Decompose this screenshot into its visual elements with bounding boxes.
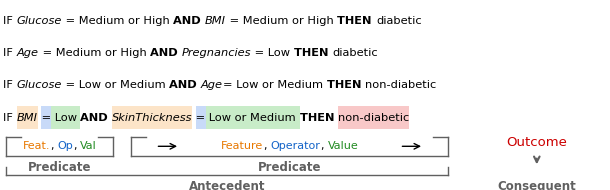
FancyBboxPatch shape [41, 106, 51, 129]
Text: = Low or Medium: = Low or Medium [192, 113, 300, 123]
Text: diabetic: diabetic [376, 16, 422, 26]
Text: IF: IF [3, 48, 16, 58]
Text: Age: Age [201, 81, 223, 90]
Text: IF: IF [3, 16, 16, 26]
Text: Val: Val [80, 141, 96, 151]
Text: ,: , [320, 141, 324, 151]
Text: Op: Op [57, 141, 73, 151]
Text: Antecedent: Antecedent [189, 180, 265, 190]
Text: non-diabetic: non-diabetic [365, 81, 436, 90]
Text: diabetic: diabetic [332, 48, 378, 58]
Text: Age: Age [16, 48, 38, 58]
Text: = Low: = Low [38, 113, 80, 123]
Text: Outcome: Outcome [506, 136, 567, 149]
Text: Glucose: Glucose [16, 16, 62, 26]
Text: SkinThickness: SkinThickness [112, 113, 192, 123]
Text: non-diabetic: non-diabetic [338, 113, 409, 123]
Text: AND: AND [150, 48, 182, 58]
Text: ,: , [50, 141, 54, 151]
Text: AND: AND [169, 81, 201, 90]
Text: Pregnancies: Pregnancies [182, 48, 251, 58]
Text: AND: AND [173, 16, 205, 26]
Text: = Medium or High: = Medium or High [62, 16, 173, 26]
Text: Operator: Operator [271, 141, 320, 151]
FancyBboxPatch shape [16, 106, 38, 129]
Text: Consequent: Consequent [497, 180, 576, 190]
FancyBboxPatch shape [196, 106, 206, 129]
FancyBboxPatch shape [112, 106, 192, 129]
Text: = Low or Medium: = Low or Medium [223, 81, 326, 90]
Text: ,: , [73, 141, 76, 151]
Text: AND: AND [80, 113, 112, 123]
Text: Glucose: Glucose [16, 81, 62, 90]
Text: THEN: THEN [300, 113, 338, 123]
Text: THEN: THEN [326, 81, 365, 90]
Text: = Low or Medium: = Low or Medium [62, 81, 169, 90]
Text: Value: Value [328, 141, 358, 151]
FancyBboxPatch shape [206, 106, 300, 129]
Text: Predicate: Predicate [258, 161, 321, 174]
Text: = Medium or High: = Medium or High [226, 16, 337, 26]
Text: IF: IF [3, 81, 16, 90]
Text: BMI: BMI [205, 16, 226, 26]
FancyBboxPatch shape [338, 106, 409, 129]
Text: ,: , [264, 141, 267, 151]
FancyBboxPatch shape [51, 106, 80, 129]
Text: Feat.: Feat. [23, 141, 50, 151]
Text: THEN: THEN [294, 48, 332, 58]
Text: = Low: = Low [251, 48, 294, 58]
Text: BMI: BMI [16, 113, 38, 123]
Text: IF: IF [3, 113, 16, 123]
Text: THEN: THEN [337, 16, 376, 26]
Text: Predicate: Predicate [27, 161, 92, 174]
Text: = Medium or High: = Medium or High [38, 48, 150, 58]
Text: Feature: Feature [221, 141, 264, 151]
